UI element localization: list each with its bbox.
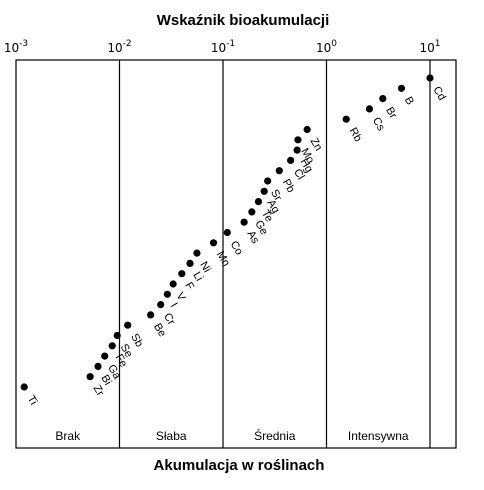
category-label-1: Słaba: [156, 429, 187, 443]
point-pb: [275, 167, 283, 175]
data-points: [20, 74, 434, 391]
label-te: Te: [259, 208, 275, 224]
point-zn: [303, 125, 311, 134]
point-f: [178, 270, 186, 278]
label-mn: Mn: [214, 249, 232, 268]
point-sb: [124, 321, 132, 329]
label-i: I: [168, 301, 180, 310]
label-cs: Cs: [370, 115, 387, 133]
point-i: [163, 290, 171, 298]
point-ga: [101, 352, 109, 360]
point-cs: [365, 105, 374, 113]
point-mn: [209, 239, 218, 247]
label-b: B: [402, 95, 416, 107]
chart-title: Wskaźnik bioakumulacji: [157, 12, 330, 29]
label-rb: Rb: [347, 126, 364, 144]
label-cd: Cd: [430, 85, 447, 103]
label-sb: Sb: [128, 332, 145, 350]
point-li: [186, 259, 194, 267]
point-ni: [193, 249, 201, 257]
label-as: As: [245, 229, 262, 247]
label-ag: Ag: [265, 198, 282, 216]
x-axis-label: Akumulacja w roślinach: [154, 457, 325, 474]
point-ti: [20, 383, 28, 391]
point-ag: [260, 187, 268, 195]
top-tick-exponent-1: -2: [123, 39, 132, 49]
point-br: [379, 95, 387, 103]
point-be: [147, 311, 155, 319]
top-tick-4: 101: [419, 39, 440, 55]
top-tick-0: 10-3: [4, 39, 28, 55]
point-v: [169, 280, 177, 288]
top-tick-exponent-4: 1: [435, 39, 441, 49]
label-pb: Pb: [280, 177, 297, 195]
point-te: [254, 198, 263, 206]
point-co: [223, 228, 231, 237]
point-cd: [426, 74, 434, 82]
category-labels: Brak Słaba Średnia Intensywna: [55, 428, 409, 443]
point-cl: [287, 156, 295, 164]
top-tick-exponent-2: -1: [226, 39, 235, 49]
top-axis-ticks: 10-3 10-2 10-1 100 101: [4, 39, 441, 55]
label-co: Co: [228, 239, 245, 257]
category-dividers: [118, 60, 431, 448]
label-fe: Fe: [113, 352, 130, 369]
category-label-0: Brak: [55, 429, 81, 443]
point-se: [113, 331, 121, 340]
top-tick-exponent-3: 0: [331, 39, 337, 49]
point-fe: [108, 342, 116, 350]
top-tick-1: 10-2: [107, 39, 131, 55]
point-cr: [157, 301, 165, 309]
category-label-3: Intensywna: [348, 429, 409, 443]
label-cr: Cr: [161, 311, 177, 327]
plot-frame: [15, 59, 457, 449]
point-as: [240, 218, 248, 226]
label-br: Br: [383, 105, 399, 121]
top-tick-3: 100: [316, 39, 337, 55]
point-b: [397, 84, 406, 92]
point-zr: [86, 373, 94, 381]
label-cl: Cl: [291, 167, 307, 182]
top-tick-2: 10-1: [211, 39, 235, 55]
label-zn: Zn: [308, 136, 325, 153]
point-hg: [293, 146, 301, 154]
point-bi: [94, 362, 102, 370]
label-ti: Ti: [25, 394, 40, 408]
label-be: Be: [151, 321, 168, 339]
point-ge: [248, 208, 256, 216]
label-se: Se: [118, 342, 135, 360]
top-tick-exponent-0: -3: [19, 39, 28, 49]
point-rb: [342, 115, 350, 123]
point-sr: [264, 177, 272, 185]
element-labels: CdBBrCsRbZnMoHgClPbSrAgTeGeAsCoMnNiLiFVI…: [25, 85, 448, 408]
point-mo: [294, 136, 302, 144]
category-label-2: Średnia: [254, 428, 296, 443]
